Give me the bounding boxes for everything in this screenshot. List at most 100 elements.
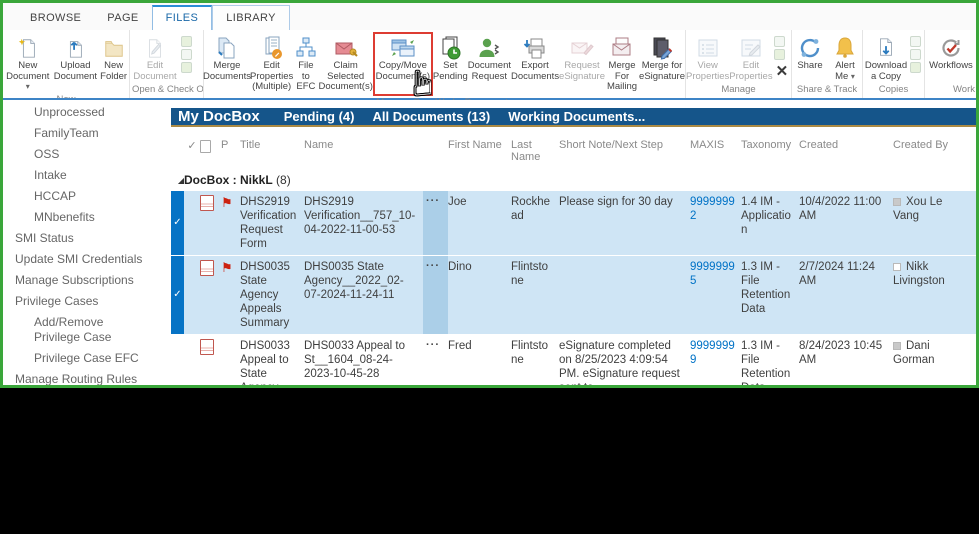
- sidebar-item-update-smi-credentials[interactable]: Update SMI Credentials: [15, 252, 143, 266]
- cell-title[interactable]: DHS2919 Verification Request Form: [240, 196, 297, 251]
- header-short-note[interactable]: Short Note/Next Step: [559, 139, 663, 151]
- row-selected-check-icon[interactable]: ✓: [171, 256, 184, 335]
- cell-maxis-link[interactable]: 99999999: [690, 340, 735, 367]
- select-all-checkbox[interactable]: ✓: [187, 140, 197, 152]
- created-by-name: Nikk Livingston: [893, 261, 945, 288]
- manage-permissions-icon[interactable]: [773, 49, 785, 60]
- merge-for-esignature-button[interactable]: Merge for eSignature: [639, 32, 685, 82]
- sidebar-item-familyteam[interactable]: FamilyTeam: [34, 126, 99, 140]
- row-menu-ellipsis[interactable]: ···: [423, 191, 448, 256]
- new-folder-button[interactable]: New Folder: [98, 32, 129, 82]
- cell-name[interactable]: DHS2919 Verification__757_10-04-2022-11-…: [304, 196, 416, 237]
- table-row[interactable]: ✓ ⚑ DHS2919 Verification Request Form DH…: [171, 191, 976, 257]
- view-tab-working-documents[interactable]: Working Documents...: [508, 109, 646, 124]
- cell-maxis-link[interactable]: 99999995: [690, 261, 735, 288]
- cell-name[interactable]: DHS0035 State Agency__2022_02-07-2024-11…: [304, 261, 404, 302]
- sidebar-item-privilege-case-efc[interactable]: Privilege Case EFC: [34, 351, 139, 365]
- claim-selected-documents-icon: [334, 35, 358, 61]
- sidebar-item-manage-routing-rules[interactable]: Manage Routing Rules: [15, 372, 138, 386]
- header-name[interactable]: Name: [304, 139, 334, 151]
- send-copy-icon[interactable]: [910, 49, 921, 60]
- note-text: eSignature completed on 8/25/2023 4:09:5…: [559, 340, 680, 385]
- header-taxonomy[interactable]: Taxonomy: [741, 139, 792, 151]
- document-request-button[interactable]: Document Request: [468, 32, 511, 82]
- discard-checkout-icon[interactable]: [181, 62, 192, 73]
- header-first-name[interactable]: First Name: [448, 139, 502, 151]
- tab-browse[interactable]: BROWSE: [30, 12, 82, 24]
- header-maxis[interactable]: MAXIS: [690, 139, 725, 151]
- check-in-icon[interactable]: [181, 49, 192, 60]
- export-documents-button[interactable]: Export Documents: [511, 32, 559, 82]
- presence-indicator: [893, 263, 901, 272]
- cell-created: 10/4/2022 11:00 AM: [799, 196, 882, 223]
- copy-move-documents-icon: [390, 35, 416, 61]
- merge-for-mailing-button[interactable]: Merge For Mailing: [605, 32, 639, 93]
- header-p[interactable]: P: [221, 139, 229, 151]
- upload-document-button[interactable]: Upload Document: [53, 32, 99, 82]
- view-properties-button[interactable]: View Properties: [686, 32, 729, 82]
- row-check-cell[interactable]: [184, 191, 200, 255]
- sidebar-item-smi-status[interactable]: SMI Status: [15, 231, 74, 245]
- cell-first-name: Joe: [448, 196, 467, 208]
- view-tab-all-documents[interactable]: All Documents (13): [372, 109, 491, 124]
- cell-maxis-link[interactable]: 99999992: [690, 196, 735, 223]
- header-created[interactable]: Created: [799, 139, 839, 151]
- collapse-group-icon[interactable]: ◢: [177, 176, 184, 185]
- tab-library[interactable]: LIBRARY: [212, 5, 290, 30]
- row-check-cell[interactable]: [184, 335, 200, 385]
- group-label-workflows: Work: [953, 84, 975, 95]
- row-menu-ellipsis[interactable]: ···: [426, 339, 440, 352]
- priority-cell: [221, 335, 240, 385]
- check-out-icon[interactable]: [181, 36, 192, 47]
- request-esignature-button[interactable]: Request eSignature: [559, 32, 605, 82]
- sidebar-item-intake[interactable]: Intake: [34, 168, 67, 182]
- tab-page[interactable]: PAGE: [107, 12, 139, 24]
- row-select-strip[interactable]: [171, 335, 184, 385]
- table-row[interactable]: ✓ ⚑ DHS0035 State Agency Appeals Summary…: [171, 256, 976, 336]
- sidebar-item-mnbenefits[interactable]: MNbenefits: [34, 210, 95, 224]
- share-label: Share: [797, 60, 823, 71]
- file-to-efc-button[interactable]: File to EFC: [293, 32, 318, 93]
- header-last-name[interactable]: Last Name: [511, 139, 541, 163]
- merge-documents-button[interactable]: Merge Documents: [203, 32, 251, 82]
- share-button[interactable]: Share: [792, 32, 828, 72]
- view-tab-pending[interactable]: Pending (4): [283, 109, 355, 124]
- edit-properties-button[interactable]: Edit Properties: [729, 32, 773, 82]
- workflows-button[interactable]: Workflows: [925, 32, 976, 72]
- sidebar-item-manage-subscriptions[interactable]: Manage Subscriptions: [15, 273, 134, 287]
- tab-files[interactable]: FILES: [151, 5, 213, 30]
- delete-document-icon[interactable]: ✕: [775, 63, 789, 80]
- search-properties-icon[interactable]: [773, 36, 785, 47]
- sidebar-item-add-remove-privilege-case[interactable]: Add/Remove Privilege Case: [34, 315, 112, 344]
- cell-name[interactable]: DHS0033 Appeal to St__1604_08-24-2023-10…: [304, 340, 406, 381]
- sidebar-item-oss[interactable]: OSS: [34, 147, 60, 161]
- row-selected-check-icon[interactable]: ✓: [171, 191, 184, 256]
- copy-icon[interactable]: [910, 36, 921, 47]
- presence-indicator: [893, 342, 901, 351]
- set-pending-button[interactable]: Set Pending: [433, 32, 468, 82]
- alert-me-button[interactable]: Alert Me ▾: [828, 32, 862, 82]
- cell-title[interactable]: DHS0033 Appeal to State Agency: [240, 340, 290, 385]
- manage-copies-icon[interactable]: [910, 62, 921, 73]
- sidebar-item-hccap[interactable]: HCCAP: [34, 189, 77, 203]
- priority-flag-icon: ⚑: [221, 195, 233, 210]
- edit-document-button[interactable]: Edit Document: [130, 32, 180, 82]
- copy-move-documents-button[interactable]: Copy/Move Document(s): [372, 32, 433, 97]
- sidebar-item-privilege-cases[interactable]: Privilege Cases: [15, 294, 99, 308]
- header-created-by[interactable]: Created By: [893, 139, 949, 151]
- claim-selected-documents-button[interactable]: Claim Selected Document(s): [318, 32, 373, 93]
- row-check-cell[interactable]: [184, 256, 200, 334]
- header-spacer: [171, 139, 184, 163]
- group-title[interactable]: DocBox : NikkL (8): [184, 173, 976, 187]
- doc-type-header-icon[interactable]: [200, 139, 221, 163]
- download-a-copy-button[interactable]: Download a Copy: [863, 32, 909, 82]
- edit-properties-multiple-button[interactable]: Edit Properties (Multiple): [250, 32, 293, 93]
- download-a-copy-icon: [875, 35, 897, 61]
- new-document-button[interactable]: New Document ▾: [3, 32, 53, 93]
- table-row[interactable]: DHS0033 Appeal to State Agency DHS0033 A…: [171, 335, 976, 385]
- header-title[interactable]: Title: [240, 139, 261, 151]
- docbox-title[interactable]: My DocBox: [178, 108, 260, 125]
- row-menu-ellipsis[interactable]: ···: [423, 256, 448, 335]
- cell-title[interactable]: DHS0035 State Agency Appeals Summary: [240, 261, 290, 330]
- sidebar-item-unprocessed[interactable]: Unprocessed: [34, 105, 105, 119]
